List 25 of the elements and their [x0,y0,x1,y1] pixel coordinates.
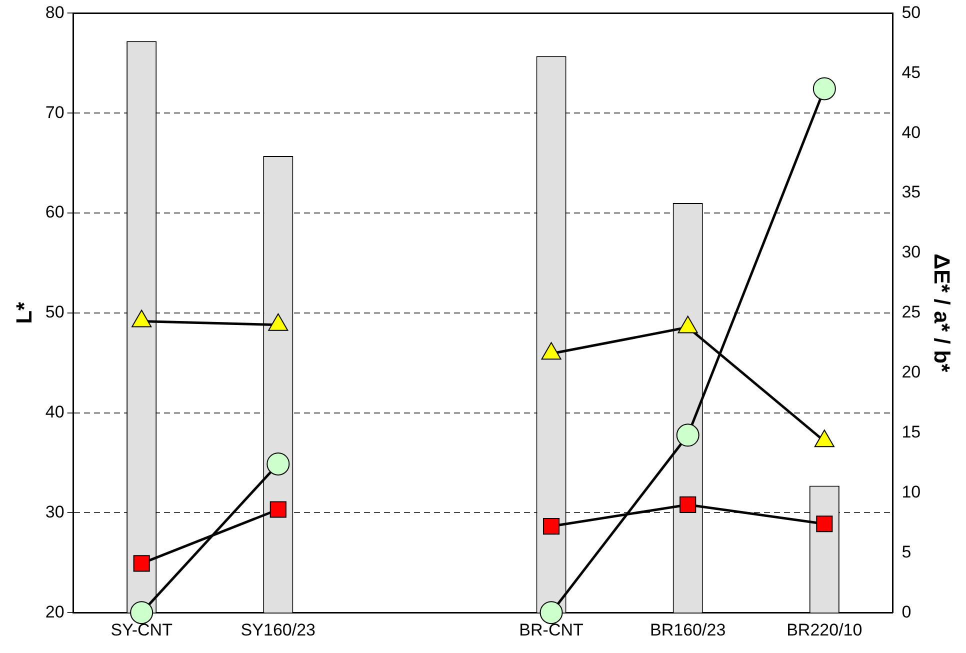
y2-tick-label: 25 [902,302,921,322]
x-tick-label: SY160/23 [240,620,316,640]
y-axis-title: L* [11,301,36,324]
x-tick-label: BR-CNT [519,620,584,640]
y2-tick-label: 40 [902,122,921,142]
x-tick-label: SY-CNT [110,620,172,640]
y2-tick-label: 0 [902,602,912,622]
y-tick-label: 70 [45,102,64,122]
x-tick-label: BR220/10 [786,620,862,640]
y2-tick-label: 50 [902,2,921,22]
y-tick-label: 30 [45,502,64,522]
y-tick-label: 50 [45,302,64,322]
y2-axis-title: ΔE* / a* / b* [930,254,955,373]
y2-tick-label: 20 [902,362,921,382]
y-tick-label: 80 [45,2,64,22]
y-tick-label: 60 [45,202,64,222]
y2-tick-label: 45 [902,62,921,82]
x-tick-label: BR160/23 [650,620,726,640]
y2-tick-label: 35 [902,182,921,202]
y2-tick-label: 10 [902,482,921,502]
y2-tick-label: 5 [902,542,912,562]
y2-tick-label: 30 [902,242,921,262]
y2-tick-label: 15 [902,422,921,442]
y-tick-label: 40 [45,402,64,422]
y-tick-label: 20 [45,602,64,622]
